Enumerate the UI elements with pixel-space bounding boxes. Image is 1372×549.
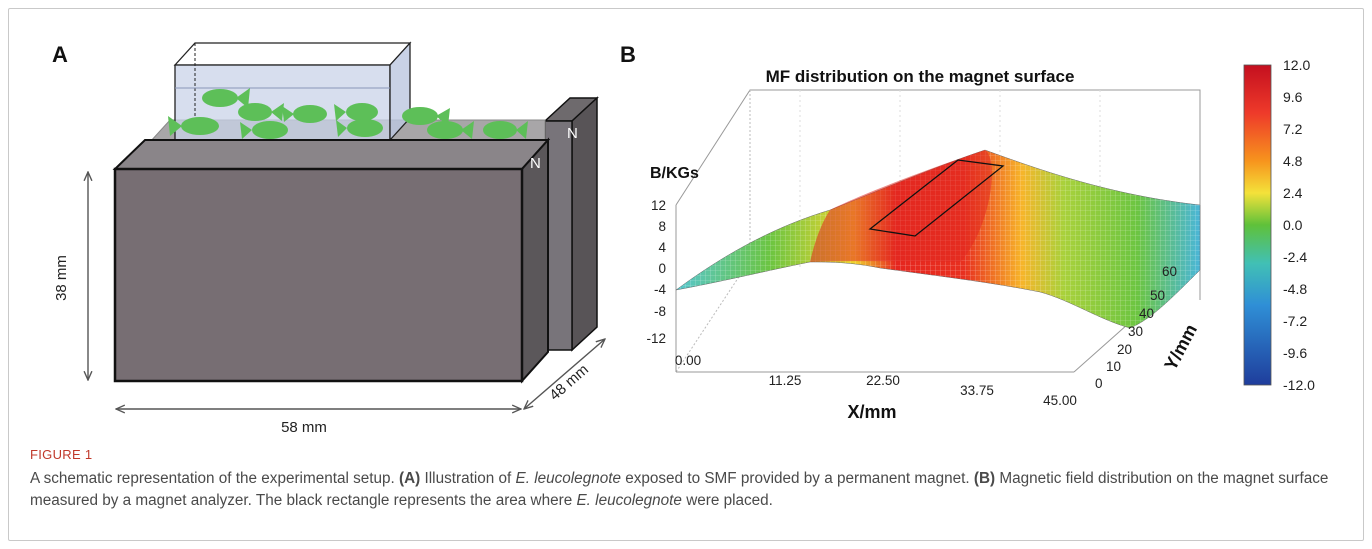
magnet-back-slab xyxy=(543,96,599,352)
figure-caption: A schematic representation of the experi… xyxy=(30,468,1342,512)
caption-tag-b: (B) xyxy=(973,470,996,487)
x-tick-0: 0.00 xyxy=(675,353,701,368)
caption-sentence-1: A schematic representation of the experi… xyxy=(30,470,395,487)
pole-label-back: N xyxy=(567,125,578,142)
width-dimension-label: 58 mm xyxy=(281,419,327,436)
colorbar-tick-7: -4.8 xyxy=(1283,281,1307,297)
y-tick-40: 40 xyxy=(1139,306,1154,321)
depth-dimension-arrow xyxy=(524,339,605,409)
x-tick-4: 45.00 xyxy=(1043,393,1077,408)
colorbar-ticks: 12.0 9.6 7.2 4.8 2.4 0.0 -2.4 -4.8 -7.2 … xyxy=(1283,57,1315,393)
y-tick-20: 20 xyxy=(1117,342,1132,357)
pole-label-front: N xyxy=(530,155,541,172)
colorbar-tick-2: 7.2 xyxy=(1283,121,1303,137)
y-tick-50: 50 xyxy=(1150,288,1165,303)
colorbar-tick-5: 0.0 xyxy=(1283,217,1303,233)
x-axis-label: X/mm xyxy=(847,402,896,422)
y-axis-ticks: 0 10 20 30 40 50 60 xyxy=(1095,264,1177,391)
caption-species-2: E. leucolegnote xyxy=(576,492,682,509)
magnet-front-block xyxy=(112,137,551,384)
x-tick-1: 11.25 xyxy=(769,373,802,388)
caption-tag-a: (A) xyxy=(399,470,421,487)
x-axis-ticks: 0.00 11.25 22.50 33.75 45.00 xyxy=(675,353,1077,408)
fish-group xyxy=(168,88,528,139)
colorbar xyxy=(1243,64,1272,386)
x-tick-3: 33.75 xyxy=(960,383,994,398)
colorbar-tick-3: 4.8 xyxy=(1283,153,1303,169)
colorbar-tick-8: -7.2 xyxy=(1283,313,1307,329)
y-axis-label: Y/mm xyxy=(1160,321,1201,374)
x-tick-2: 22.50 xyxy=(866,373,900,388)
z-tick-neg8: -8 xyxy=(654,304,666,319)
figure-frame xyxy=(8,8,1364,541)
colorbar-tick-9: -9.6 xyxy=(1283,345,1307,361)
colorbar-tick-6: -2.4 xyxy=(1283,249,1307,265)
z-tick-neg12: -12 xyxy=(646,331,666,346)
colorbar-tick-4: 2.4 xyxy=(1283,185,1303,201)
caption-sentence-2: Illustration of xyxy=(424,470,512,487)
y-tick-0: 0 xyxy=(1095,376,1103,391)
y-tick-30: 30 xyxy=(1128,324,1143,339)
colorbar-tick-0: 12.0 xyxy=(1283,57,1310,73)
colorbar-tick-1: 9.6 xyxy=(1283,89,1303,105)
y-tick-60: 60 xyxy=(1162,264,1177,279)
figure-label: FIGURE 1 xyxy=(30,447,93,462)
caption-sentence-3: exposed to SMF provided by a permanent m… xyxy=(625,470,970,487)
z-axis-ticks: 12 8 4 0 -4 -8 -12 xyxy=(646,198,666,346)
caption-sentence-4: Magnetic field distribution on the magne… xyxy=(30,470,1329,509)
caption-sentence-5: were placed. xyxy=(686,492,773,509)
z-tick-0: 0 xyxy=(658,261,666,276)
z-axis-label: B/KGs xyxy=(650,165,699,182)
panel-a-label: A xyxy=(52,42,68,67)
z-tick-neg4: -4 xyxy=(654,282,666,297)
height-dimension-label: 38 mm xyxy=(53,255,70,301)
panel-b-label: B xyxy=(620,42,636,67)
depth-dimension-label: 48 mm xyxy=(546,361,592,404)
colorbar-tick-10: -12.0 xyxy=(1283,377,1315,393)
z-tick-4: 4 xyxy=(658,240,666,255)
chart-title: MF distribution on the magnet surface xyxy=(766,67,1075,86)
field-surface xyxy=(675,149,1201,329)
caption-species-1: E. leucolegnote xyxy=(515,470,621,487)
z-tick-8: 8 xyxy=(658,219,666,234)
fish-area-rectangle xyxy=(868,159,1005,237)
y-tick-10: 10 xyxy=(1106,359,1121,374)
z-tick-12: 12 xyxy=(651,198,666,213)
